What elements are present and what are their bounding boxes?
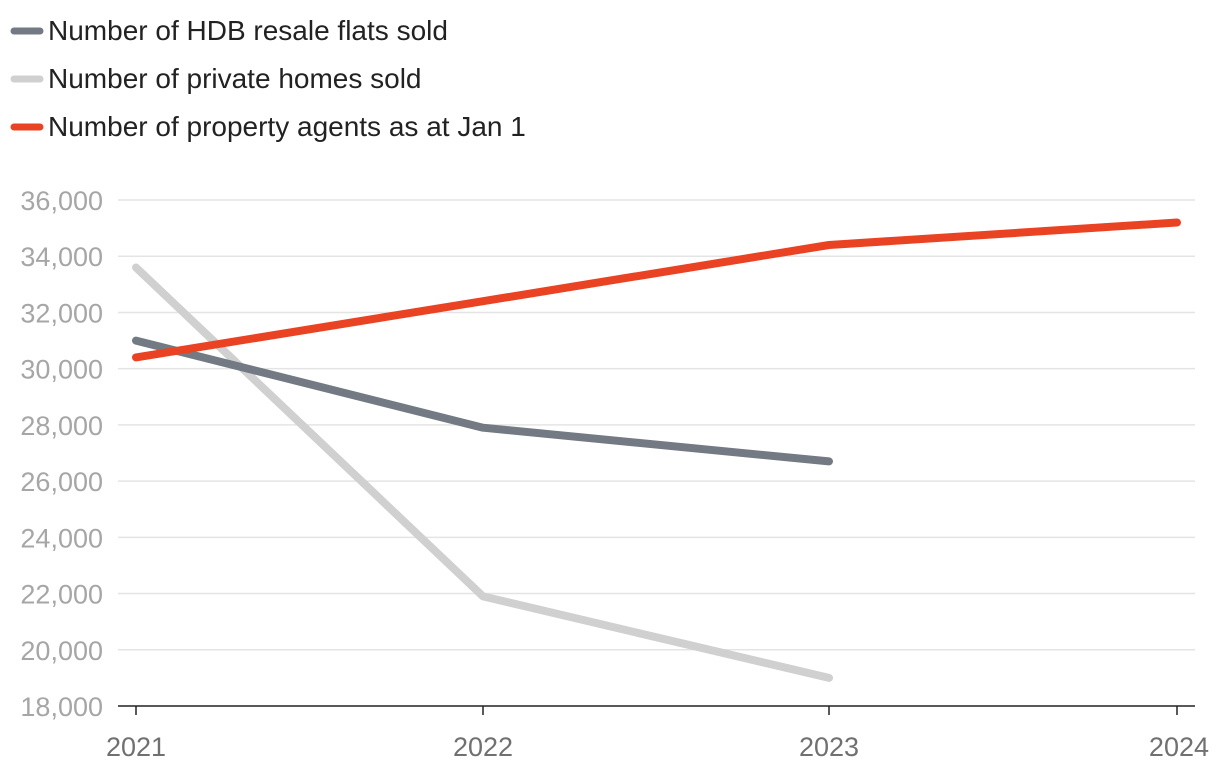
x-tick-label: 2023: [799, 732, 859, 762]
series-line-hdb-resale: [132, 336, 833, 466]
y-tick-label: 24,000: [20, 523, 103, 553]
y-tick-label: 30,000: [20, 355, 103, 385]
y-tick-label: 18,000: [20, 692, 103, 722]
y-tick-label: 32,000: [20, 298, 103, 328]
y-tick-label: 20,000: [20, 636, 103, 666]
x-tick-label: 2022: [453, 732, 513, 762]
series-line-property-agents: [132, 218, 1181, 362]
y-axis: 18,000 20,000 22,000 24,000 26,000 28,000 30,0…: [20, 186, 103, 722]
legend-label-private-homes: Number of private homes sold: [48, 63, 422, 94]
series-line-private-homes: [132, 263, 833, 682]
x-tick-label: 2021: [106, 732, 166, 762]
legend-item-property-agents: Number of property agents as at Jan 1: [10, 111, 526, 142]
legend-label-property-agents: Number of property agents as at Jan 1: [48, 111, 526, 142]
series-lines: [132, 218, 1181, 682]
legend-item-private-homes: Number of private homes sold: [10, 63, 422, 94]
x-tick-label: 2024: [1149, 732, 1209, 762]
y-tick-label: 28,000: [20, 411, 103, 441]
legend: Number of HDB resale flats sold Number o…: [10, 15, 526, 142]
legend-label-hdb-resale: Number of HDB resale flats sold: [48, 15, 448, 46]
y-tick-label: 34,000: [20, 242, 103, 272]
gridlines: [118, 199, 1195, 651]
x-axis: 2021 2022 2023 2024: [106, 705, 1209, 762]
legend-item-hdb-resale: Number of HDB resale flats sold: [10, 15, 448, 46]
y-tick-label: 36,000: [20, 186, 103, 216]
y-tick-label: 26,000: [20, 467, 103, 497]
y-tick-label: 22,000: [20, 580, 103, 610]
